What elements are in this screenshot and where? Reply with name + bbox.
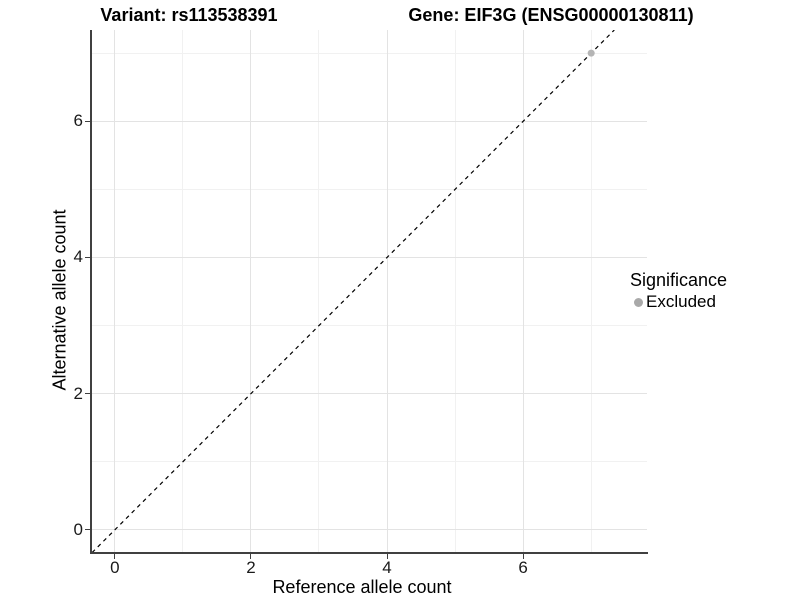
x-tick-label: 2 — [246, 558, 256, 577]
identity-line — [91, 30, 615, 553]
x-tick-mark — [114, 554, 116, 559]
legend-title: Significance — [630, 270, 728, 290]
gridline — [91, 325, 647, 327]
gridline — [590, 30, 592, 553]
plot-title-gene: Gene: EIF3G (ENSG00000130811) — [408, 5, 694, 25]
gridline — [91, 256, 647, 258]
gridline — [114, 30, 116, 553]
gridline — [91, 393, 647, 395]
y-tick-label: 4 — [73, 247, 83, 267]
y-tick-mark — [85, 120, 91, 122]
x-tick-label: 0 — [110, 558, 120, 577]
x-tick-mark — [386, 554, 388, 559]
y-axis-title: Alternative allele count — [49, 209, 70, 391]
legend: Significance Excluded — [630, 270, 727, 312]
y-tick-label: 0 — [73, 519, 83, 539]
legend-entry-label: Excluded — [646, 292, 716, 311]
legend-key — [630, 293, 646, 311]
gridline — [91, 188, 647, 190]
gridline — [454, 30, 456, 553]
x-tick-mark — [250, 554, 252, 559]
gridline — [91, 52, 647, 54]
gridline — [91, 461, 647, 463]
y-tick-label: 2 — [73, 383, 83, 403]
y-tick-mark — [85, 529, 91, 531]
excluded-point-icon — [633, 297, 643, 307]
y-axis-line — [90, 30, 92, 554]
x-axis-title: Reference allele count — [272, 577, 452, 597]
gridline — [318, 30, 320, 553]
plot-layer — [91, 30, 615, 553]
x-axis-line — [90, 552, 648, 554]
y-tick-mark — [85, 393, 91, 395]
y-tick-mark — [85, 256, 91, 258]
gridline — [522, 30, 524, 553]
data-point — [587, 49, 595, 57]
x-tick-label: 6 — [518, 558, 528, 577]
plot-panel — [91, 30, 647, 553]
gridline — [91, 529, 647, 531]
y-tick-label: 6 — [73, 111, 83, 131]
plot-title-variant: Variant: rs113538391 — [100, 5, 278, 25]
gridline — [386, 30, 388, 553]
gridline — [91, 120, 647, 122]
gridline — [250, 30, 252, 553]
gridline — [182, 30, 184, 553]
x-tick-mark — [522, 554, 524, 559]
x-tick-label: 4 — [382, 558, 392, 577]
legend-entry-excluded: Excluded — [630, 292, 727, 312]
